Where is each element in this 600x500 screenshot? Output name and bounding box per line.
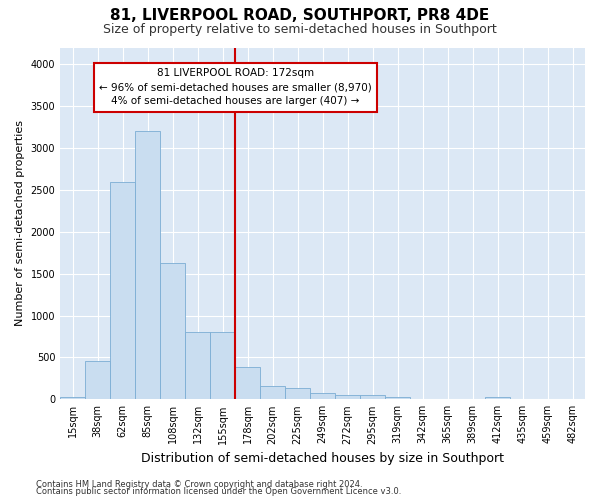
Text: 81, LIVERPOOL ROAD, SOUTHPORT, PR8 4DE: 81, LIVERPOOL ROAD, SOUTHPORT, PR8 4DE [110,8,490,22]
Y-axis label: Number of semi-detached properties: Number of semi-detached properties [15,120,25,326]
Bar [110,182,135,400]
Bar [310,394,335,400]
Bar [60,397,85,400]
Text: Contains HM Land Registry data © Crown copyright and database right 2024.: Contains HM Land Registry data © Crown c… [36,480,362,489]
Text: Size of property relative to semi-detached houses in Southport: Size of property relative to semi-detach… [103,22,497,36]
Bar [185,332,210,400]
X-axis label: Distribution of semi-detached houses by size in Southport: Distribution of semi-detached houses by … [141,452,504,465]
Bar [385,397,410,400]
Bar [260,386,285,400]
Text: 81 LIVERPOOL ROAD: 172sqm
← 96% of semi-detached houses are smaller (8,970)
4% o: 81 LIVERPOOL ROAD: 172sqm ← 96% of semi-… [99,68,371,106]
Bar [85,361,110,400]
Bar [160,263,185,400]
Bar [135,132,160,400]
Bar [210,332,235,400]
Bar [335,394,360,400]
Bar [235,366,260,400]
Bar [285,388,310,400]
Text: Contains public sector information licensed under the Open Government Licence v3: Contains public sector information licen… [36,487,401,496]
Bar [485,397,510,400]
Bar [360,395,385,400]
